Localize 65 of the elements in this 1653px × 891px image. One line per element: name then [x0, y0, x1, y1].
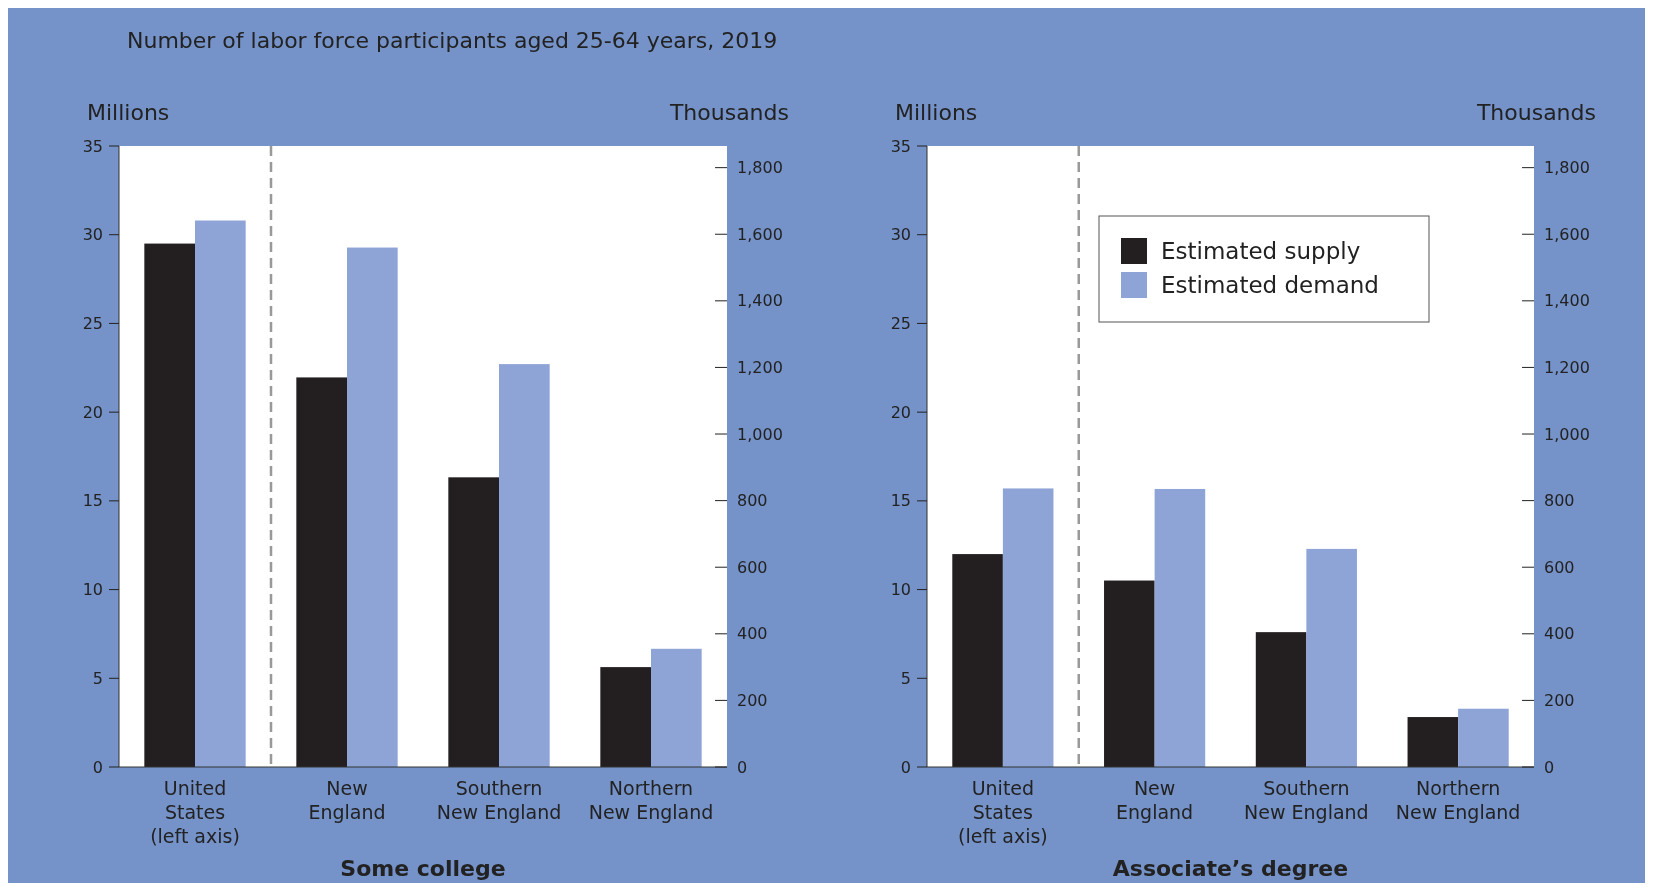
y2-tick-label: 1,200: [1544, 358, 1590, 378]
y-tick-label: 20: [890, 402, 911, 422]
y-tick-label: 0: [900, 757, 911, 777]
y-tick-label: 15: [890, 491, 911, 511]
y2-tick-label: 1,400: [737, 291, 783, 311]
y-tick-label: 5: [92, 668, 103, 688]
y2-tick-label: 1,800: [1544, 158, 1590, 178]
x-tick-label: United States (left axis): [150, 777, 240, 847]
legend-label: Estimated supply: [1161, 238, 1361, 265]
bar: [1255, 632, 1307, 767]
y-tick-label: 0: [92, 757, 103, 777]
y2-tick-label: 1,200: [737, 358, 783, 378]
y2-tick-label: 600: [1544, 557, 1575, 577]
bar: [1104, 580, 1155, 767]
y2-tick-label: 1,600: [1544, 224, 1590, 244]
bar: [651, 648, 702, 767]
y-tick-label: 20: [82, 402, 103, 422]
y-tick-label: 30: [82, 225, 103, 245]
legend-label: Estimated demand: [1161, 272, 1379, 299]
y2-tick-label: 200: [1544, 691, 1575, 710]
chart-title: Number of labor force participants aged 25-64 years, 2019: [127, 28, 778, 53]
y-tick-label: 35: [82, 136, 103, 156]
y-tick-label: 10: [82, 580, 103, 600]
bar: [1306, 548, 1357, 767]
y2-tick-label: 400: [1544, 624, 1575, 644]
y-tick-label: 10: [890, 580, 911, 600]
bar: [1407, 717, 1459, 767]
x-axis-title: Associate’s degree: [1112, 856, 1349, 881]
y-tick-label: 15: [82, 491, 103, 511]
y2-tick-label: 600: [737, 557, 768, 577]
y-tick-label: 25: [890, 314, 911, 334]
y-tick-label: 35: [890, 136, 911, 156]
bar: [1458, 708, 1509, 767]
bar: [1154, 488, 1206, 767]
y-axis-title: Millions: [87, 100, 170, 125]
bar: [499, 364, 550, 767]
y2-tick-label: 1,600: [737, 224, 783, 244]
y2-tick-label: 800: [1544, 491, 1575, 511]
y-tick-label: 25: [82, 314, 103, 334]
y2-tick-label: 0: [1544, 757, 1555, 777]
bar: [600, 667, 651, 767]
y-axis-title: Millions: [895, 100, 978, 125]
x-tick-label: United States (left axis): [958, 777, 1048, 847]
y2-tick-label: 1,000: [1544, 424, 1590, 444]
y2-tick-label: 800: [737, 491, 768, 511]
x-tick-label: New England: [1116, 777, 1194, 823]
x-tick-label: New England: [308, 777, 386, 823]
x-axis-title: Some college: [340, 856, 506, 881]
x-tick-label: Southern New England: [436, 777, 562, 823]
x-tick-label: Northern New England: [1395, 777, 1521, 823]
y-tick-label: 5: [900, 668, 911, 688]
bar: [347, 247, 398, 767]
y2-axis-title: Thousands: [668, 100, 789, 125]
y2-axis-title: Thousands: [1475, 100, 1596, 125]
y2-tick-label: 1,400: [1544, 291, 1590, 311]
y2-tick-label: 1,800: [737, 158, 783, 178]
y-tick-label: 30: [890, 225, 911, 245]
x-tick-label: Northern New England: [588, 777, 714, 823]
y2-tick-label: 0: [737, 757, 748, 777]
y2-tick-label: 1,000: [737, 424, 783, 444]
x-tick-label: Southern New England: [1244, 777, 1369, 823]
y2-tick-label: 400: [737, 624, 768, 644]
bar: [296, 377, 347, 767]
y2-tick-label: 200: [737, 691, 768, 710]
bar: [448, 477, 499, 767]
